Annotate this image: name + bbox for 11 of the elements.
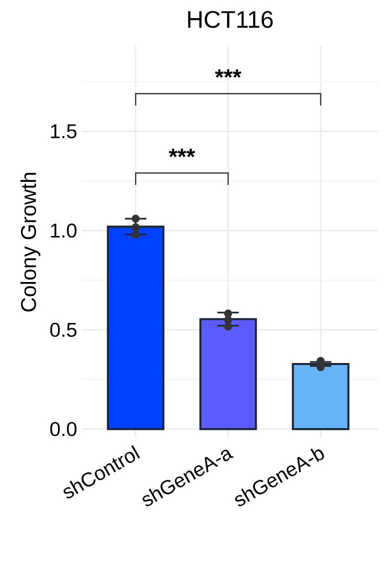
y-tick-label: 0.0 [50,422,76,436]
bar [199,318,257,430]
annotation: *** [214,69,242,78]
annotation: *** [168,148,196,158]
chart-title: HCT116 [188,10,273,28]
y-tick-label: 1.0 [51,224,76,238]
y-axis-title: Colony Growth [20,172,40,312]
bar [292,362,350,430]
bar [106,226,164,430]
y-tick-label: 1.5 [51,124,76,138]
y-tick-label: 0.5 [50,322,76,337]
